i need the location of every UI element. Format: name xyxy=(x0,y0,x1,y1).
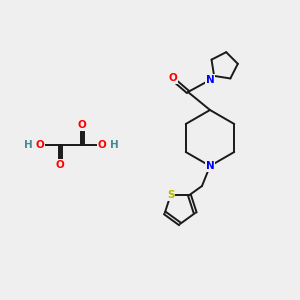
Text: H: H xyxy=(24,140,32,150)
Text: O: O xyxy=(169,73,177,83)
Text: O: O xyxy=(98,140,106,150)
Text: O: O xyxy=(78,120,86,130)
Text: N: N xyxy=(206,161,214,171)
Text: N: N xyxy=(206,75,214,85)
Text: O: O xyxy=(56,160,64,170)
Text: S: S xyxy=(167,190,174,200)
Text: O: O xyxy=(36,140,44,150)
Text: H: H xyxy=(110,140,118,150)
